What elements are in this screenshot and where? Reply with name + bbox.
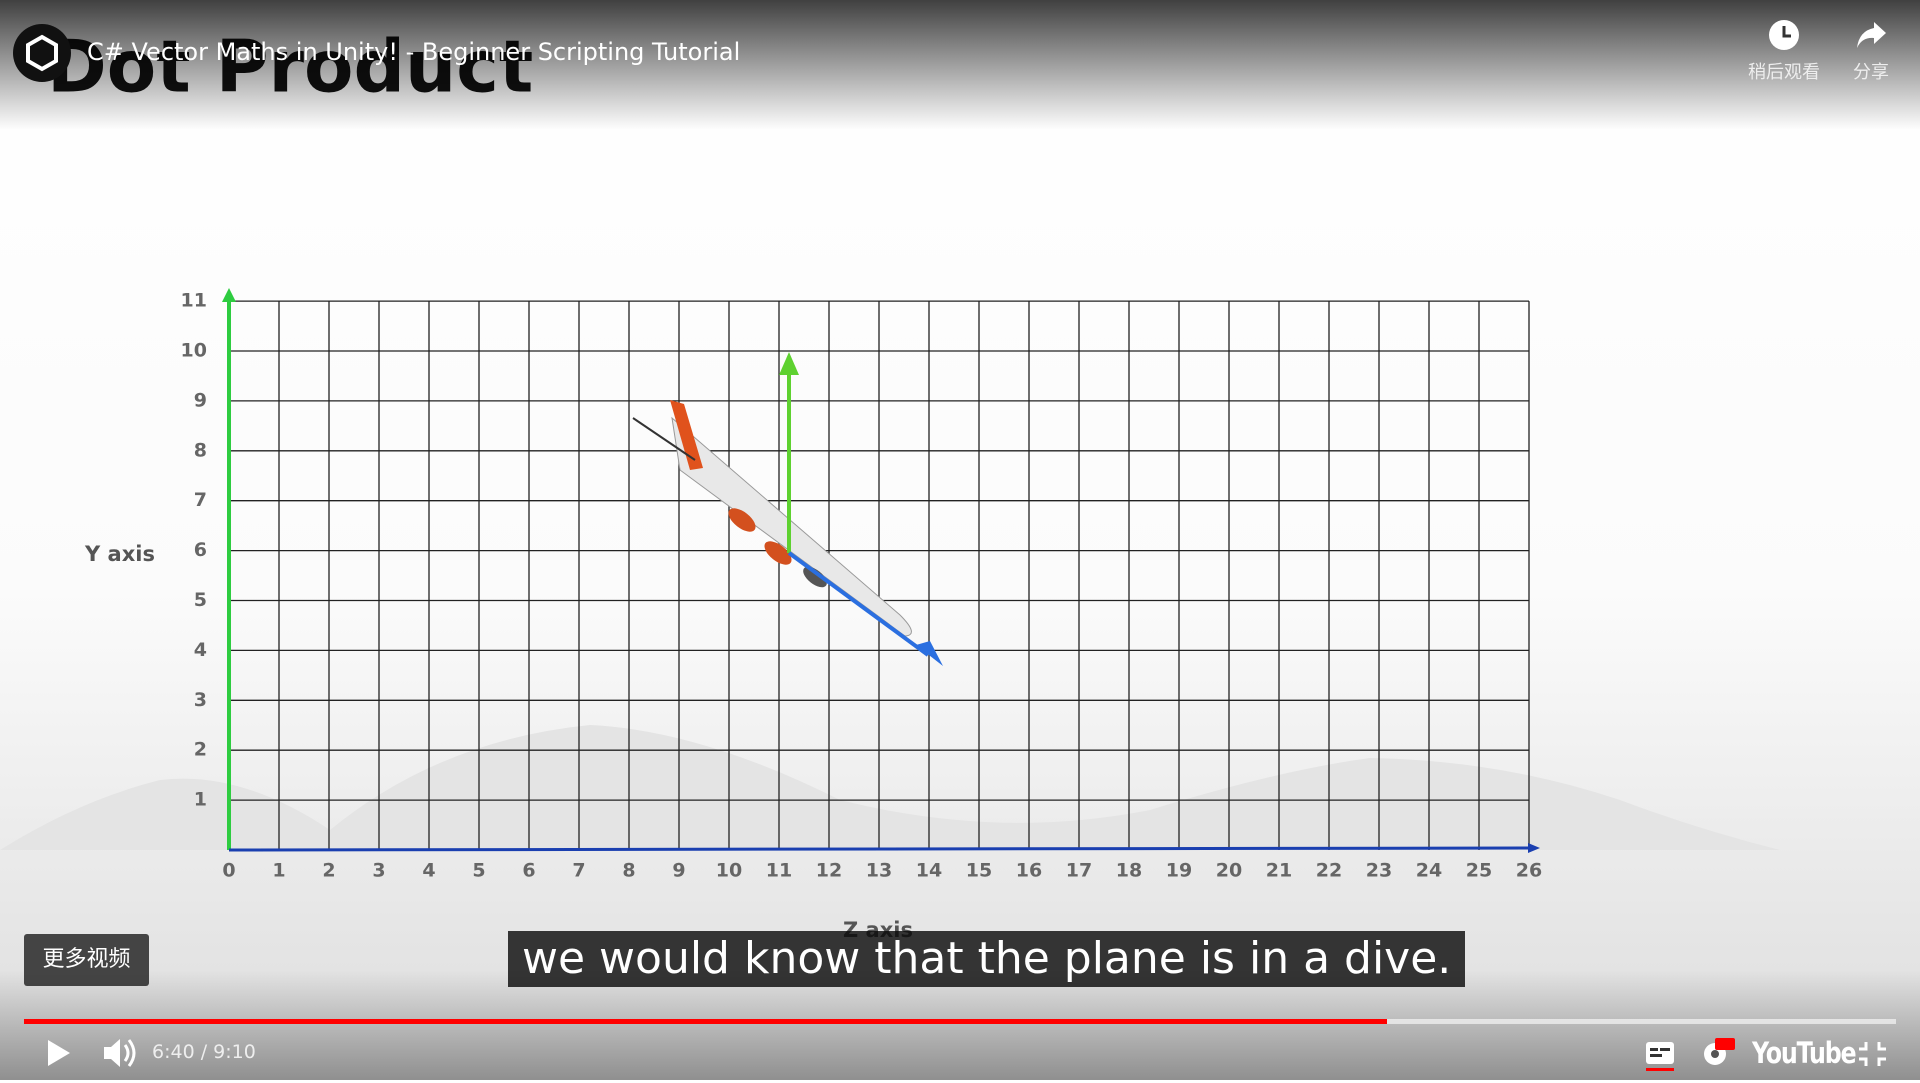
play-button[interactable] xyxy=(48,1040,70,1066)
z-tick-label: 9 xyxy=(672,860,685,882)
y-tick-label: 10 xyxy=(181,340,207,362)
z-tick-label: 5 xyxy=(472,860,485,882)
y-tick-label: 4 xyxy=(194,639,207,661)
z-tick-label: 21 xyxy=(1266,860,1292,882)
z-tick-label: 8 xyxy=(622,860,635,882)
z-tick-label: 18 xyxy=(1116,860,1142,882)
z-tick-label: 7 xyxy=(572,860,585,882)
video-title[interactable]: C# Vector Maths in Unity! - Beginner Scr… xyxy=(87,38,741,66)
y-tick-label: 11 xyxy=(181,290,207,312)
z-tick-label: 24 xyxy=(1416,860,1442,882)
z-tick-label: 16 xyxy=(1016,860,1042,882)
exit-fullscreen-button[interactable] xyxy=(1859,1042,1886,1066)
z-tick-label: 26 xyxy=(1516,860,1542,882)
watch-later-button[interactable]: 稍后观看 xyxy=(1739,18,1829,84)
top-shade xyxy=(0,0,1920,130)
z-tick-label: 15 xyxy=(966,860,992,882)
z-tick-label: 25 xyxy=(1466,860,1492,882)
z-tick-label: 17 xyxy=(1066,860,1092,882)
time-display: 6:40 / 9:10 xyxy=(152,1041,256,1063)
share-button[interactable]: 分享 xyxy=(1826,18,1916,84)
up-vector-head xyxy=(779,352,799,375)
volume-button[interactable] xyxy=(104,1039,136,1067)
z-tick-label: 11 xyxy=(766,860,792,882)
z-tick-label: 12 xyxy=(816,860,842,882)
background-hills xyxy=(0,725,1780,850)
y-axis-arrow xyxy=(222,288,236,302)
progress-bar[interactable] xyxy=(24,1019,1896,1024)
youtube-logo[interactable]: YouTube xyxy=(1752,1036,1857,1070)
captions-button[interactable] xyxy=(1646,1042,1674,1071)
z-tick-label: 3 xyxy=(372,860,385,882)
airplane xyxy=(632,400,912,637)
z-tick-label: 13 xyxy=(866,860,892,882)
y-tick-label: 8 xyxy=(194,439,207,461)
subtitle: we would know that the plane is in a div… xyxy=(508,931,1466,987)
z-tick-label: 10 xyxy=(716,860,742,882)
z-tick-label: 4 xyxy=(422,860,435,882)
share-label: 分享 xyxy=(1853,62,1889,83)
z-tick-label: 6 xyxy=(522,860,535,882)
settings-button[interactable] xyxy=(1704,1038,1735,1065)
y-tick-label: 5 xyxy=(194,589,207,611)
z-axis xyxy=(228,846,1531,852)
y-tick-label: 7 xyxy=(194,489,207,511)
more-videos-button[interactable]: 更多视频 xyxy=(24,934,149,986)
z-axis-arrow xyxy=(1528,843,1540,853)
y-tick-label: 1 xyxy=(194,789,207,811)
progress-played xyxy=(24,1019,1387,1024)
z-tick-label: 2 xyxy=(322,860,335,882)
bottom-shade xyxy=(0,970,1920,1080)
forward-vector-head xyxy=(916,641,943,666)
z-tick-label: 14 xyxy=(916,860,942,882)
y-tick-label: 2 xyxy=(194,739,207,761)
z-tick-label: 22 xyxy=(1316,860,1342,882)
channel-logo[interactable] xyxy=(12,23,72,83)
z-tick-label: 1 xyxy=(272,860,285,882)
y-tick-label: 3 xyxy=(194,689,207,711)
z-tick-label: 23 xyxy=(1366,860,1392,882)
watch-later-label: 稍后观看 xyxy=(1748,62,1820,83)
y-tick-label: 6 xyxy=(194,539,207,561)
y-axis-label: Y axis xyxy=(84,542,155,566)
y-tick-label: 9 xyxy=(194,389,207,411)
z-tick-label: 20 xyxy=(1216,860,1242,882)
control-bar xyxy=(48,1038,1886,1071)
forward-vector xyxy=(787,551,930,657)
z-tick-label: 19 xyxy=(1166,860,1192,882)
z-tick-label: 0 xyxy=(222,860,235,882)
